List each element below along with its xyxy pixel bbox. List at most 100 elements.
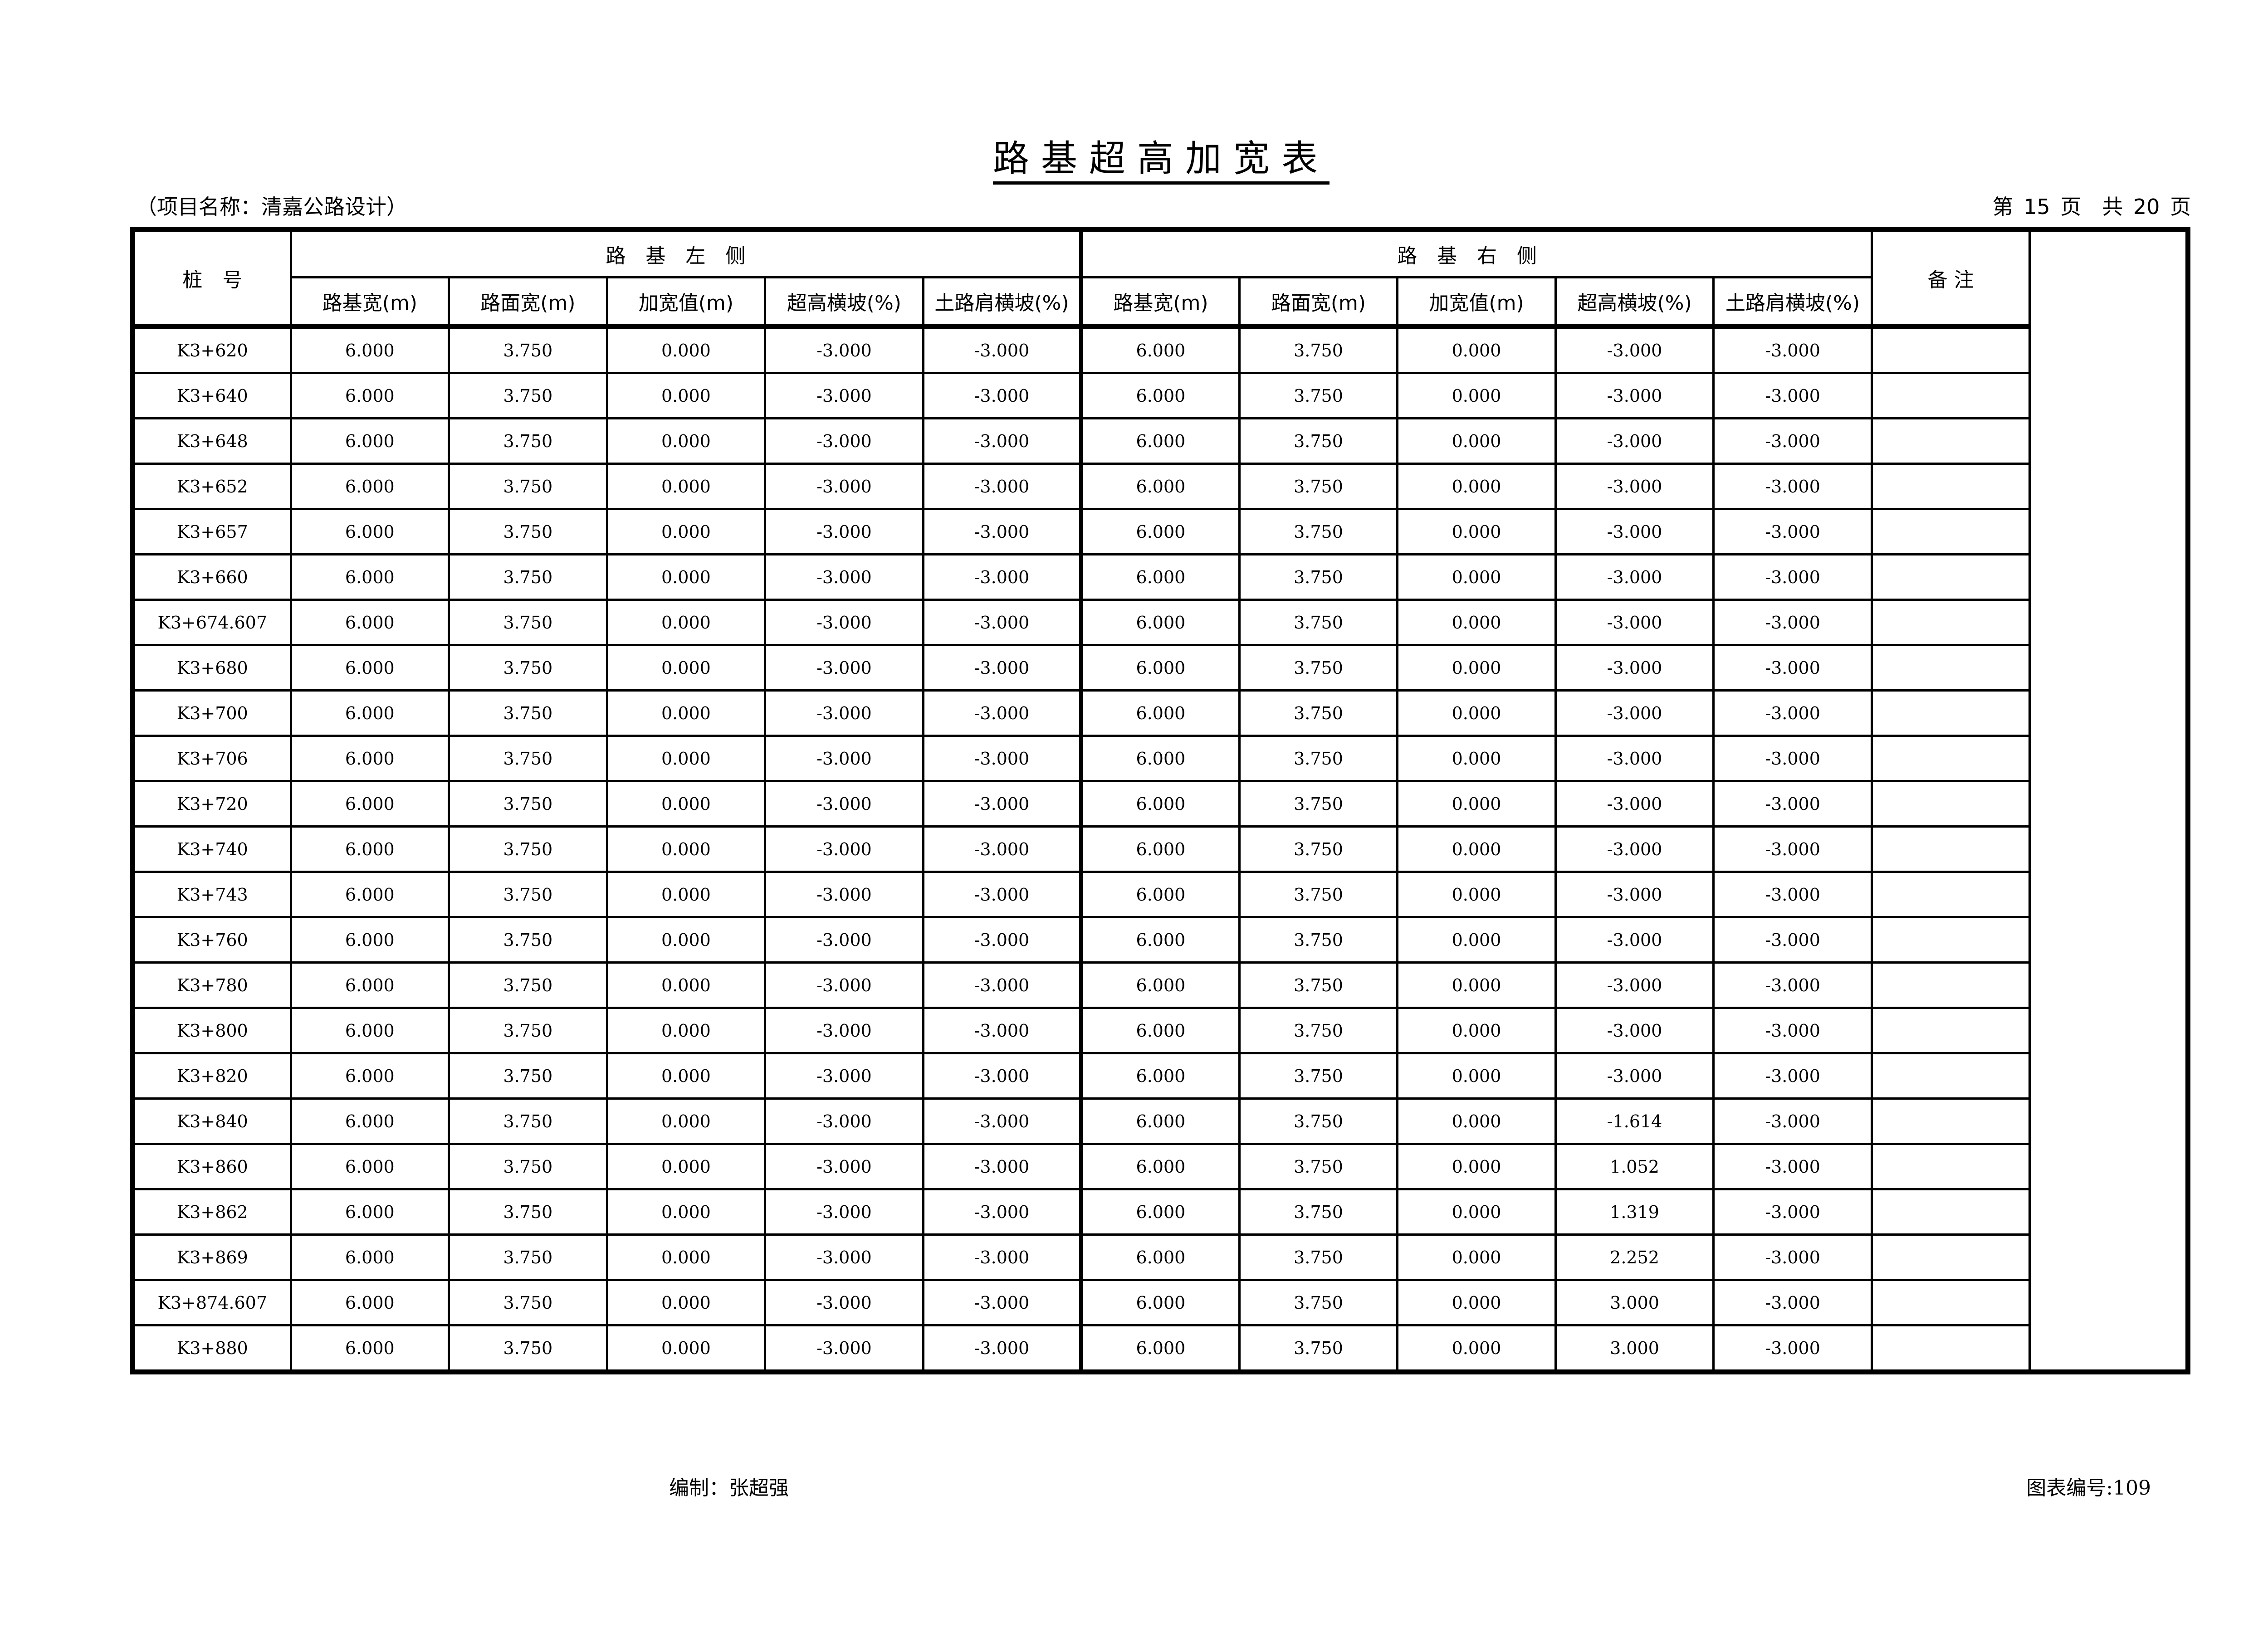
- right-value-cell: 3.750: [1238, 916, 1399, 964]
- station-cell: K3+820: [132, 1052, 292, 1100]
- left-value-cell: -3.000: [922, 1188, 1084, 1236]
- left-value-cell: 3.750: [448, 1188, 608, 1236]
- left-value-cell: -3.000: [764, 463, 924, 510]
- right-value-cell: -3.000: [1554, 372, 1715, 419]
- right-value-cell: -3.000: [1712, 599, 1873, 646]
- remark-cell: [1870, 417, 2031, 465]
- right-value-cell: 6.000: [1080, 780, 1241, 828]
- right-value-cell: -1.614: [1554, 1097, 1715, 1145]
- right-value-cell: 6.000: [1080, 599, 1241, 646]
- left-value-cell: 6.000: [289, 825, 450, 873]
- right-value-cell: -3.000: [1712, 916, 1873, 964]
- left-value-cell: -3.000: [922, 463, 1084, 510]
- right-column-header: 超高横坡(%): [1554, 276, 1715, 329]
- right-value-cell: -3.000: [1554, 644, 1715, 692]
- project-name: （项目名称：清嘉公路设计）: [136, 195, 407, 219]
- right-value-cell: 0.000: [1396, 599, 1557, 646]
- right-value-cell: -3.000: [1712, 689, 1873, 737]
- left-value-cell: -3.000: [922, 372, 1084, 419]
- table-row: K3+706 6.000 3.750 0.000 -3.000 -3.000 6.000 3.…: [132, 735, 2188, 782]
- left-value-cell: 3.750: [448, 1007, 608, 1054]
- table-row: K3+740 6.000 3.750 0.000 -3.000 -3.000 6.000 3.…: [132, 825, 2188, 873]
- left-value-cell: -3.000: [922, 735, 1084, 782]
- left-value-cell: 0.000: [606, 780, 767, 828]
- left-column-header: 土路肩横坡(%): [922, 276, 1084, 329]
- right-value-cell: 6.000: [1080, 417, 1241, 465]
- left-value-cell: -3.000: [764, 1007, 924, 1054]
- left-value-cell: -3.000: [764, 1052, 924, 1100]
- right-value-cell: 6.000: [1080, 463, 1241, 510]
- table-row: K3+760 6.000 3.750 0.000 -3.000 -3.000 6.000 3.…: [132, 916, 2188, 964]
- right-value-cell: -3.000: [1712, 1052, 1873, 1100]
- right-value-cell: -3.000: [1554, 916, 1715, 964]
- remark-cell: [1870, 599, 2031, 646]
- remark-cell: [1870, 780, 2031, 828]
- left-value-cell: -3.000: [922, 961, 1084, 1009]
- right-column-header: 路面宽(m): [1238, 276, 1399, 329]
- right-value-cell: 0.000: [1396, 463, 1557, 510]
- remark-cell: [1870, 644, 2031, 692]
- remark-cell: [1870, 463, 2031, 510]
- right-value-cell: -3.000: [1554, 735, 1715, 782]
- left-value-cell: -3.000: [764, 372, 924, 419]
- left-value-cell: 3.750: [448, 735, 608, 782]
- left-value-cell: 6.000: [289, 780, 450, 828]
- left-value-cell: 6.000: [289, 1233, 450, 1281]
- station-cell: K3+874.607: [132, 1279, 292, 1326]
- left-value-cell: -3.000: [922, 1097, 1084, 1145]
- left-value-cell: -3.000: [922, 916, 1084, 964]
- station-cell: K3+800: [132, 1007, 292, 1054]
- right-value-cell: 6.000: [1080, 689, 1241, 737]
- remark-cell: [1870, 916, 2031, 964]
- left-value-cell: 6.000: [289, 1052, 450, 1100]
- left-value-cell: -3.000: [764, 916, 924, 964]
- left-value-cell: 3.750: [448, 871, 608, 918]
- left-value-cell: -3.000: [922, 780, 1084, 828]
- left-value-cell: -3.000: [922, 1279, 1084, 1326]
- page-title: 路基超高加宽表: [0, 129, 2268, 185]
- left-value-cell: -3.000: [764, 689, 924, 737]
- right-value-cell: -3.000: [1712, 325, 1873, 374]
- left-value-cell: 3.750: [448, 916, 608, 964]
- table-row: K3+652 6.000 3.750 0.000 -3.000 -3.000 6.000 3.…: [132, 463, 2188, 510]
- table-row: K3+700 6.000 3.750 0.000 -3.000 -3.000 6.000 3.…: [132, 689, 2188, 737]
- station-cell: K3+680: [132, 644, 292, 692]
- left-value-cell: -3.000: [764, 553, 924, 601]
- table-row: K3+800 6.000 3.750 0.000 -3.000 -3.000 6.000 3.…: [132, 1007, 2188, 1054]
- right-value-cell: 6.000: [1080, 1188, 1241, 1236]
- right-value-cell: -3.000: [1554, 325, 1715, 374]
- station-cell: K3+706: [132, 735, 292, 782]
- right-value-cell: -3.000: [1712, 1324, 1873, 1373]
- right-value-cell: -3.000: [1554, 508, 1715, 555]
- remarks-header: 备 注: [1870, 228, 2031, 329]
- station-cell: K3+760: [132, 916, 292, 964]
- left-value-cell: 0.000: [606, 1188, 767, 1236]
- left-value-cell: 0.000: [606, 735, 767, 782]
- left-value-cell: -3.000: [922, 1007, 1084, 1054]
- right-value-cell: -3.000: [1712, 417, 1873, 465]
- left-value-cell: 0.000: [606, 325, 767, 374]
- left-value-cell: 3.750: [448, 780, 608, 828]
- station-cell: K3+674.607: [132, 599, 292, 646]
- right-value-cell: 3.750: [1238, 735, 1399, 782]
- left-value-cell: 3.750: [448, 1233, 608, 1281]
- left-value-cell: -3.000: [764, 1233, 924, 1281]
- right-column-header: 加宽值(m): [1396, 276, 1557, 329]
- right-value-cell: 3.750: [1238, 1279, 1399, 1326]
- left-value-cell: -3.000: [922, 553, 1084, 601]
- left-value-cell: 6.000: [289, 1188, 450, 1236]
- left-value-cell: 3.750: [448, 961, 608, 1009]
- remark-cell: [1870, 825, 2031, 873]
- left-value-cell: 0.000: [606, 1052, 767, 1100]
- left-value-cell: -3.000: [922, 871, 1084, 918]
- left-value-cell: 3.750: [448, 1279, 608, 1326]
- right-value-cell: 0.000: [1396, 1188, 1557, 1236]
- station-cell: K3+862: [132, 1188, 292, 1236]
- right-value-cell: 3.750: [1238, 644, 1399, 692]
- left-value-cell: 0.000: [606, 508, 767, 555]
- left-value-cell: -3.000: [764, 1097, 924, 1145]
- left-value-cell: 3.750: [448, 825, 608, 873]
- left-value-cell: 6.000: [289, 735, 450, 782]
- table-row: K3+660 6.000 3.750 0.000 -3.000 -3.000 6.000 3.…: [132, 553, 2188, 601]
- left-value-cell: -3.000: [922, 644, 1084, 692]
